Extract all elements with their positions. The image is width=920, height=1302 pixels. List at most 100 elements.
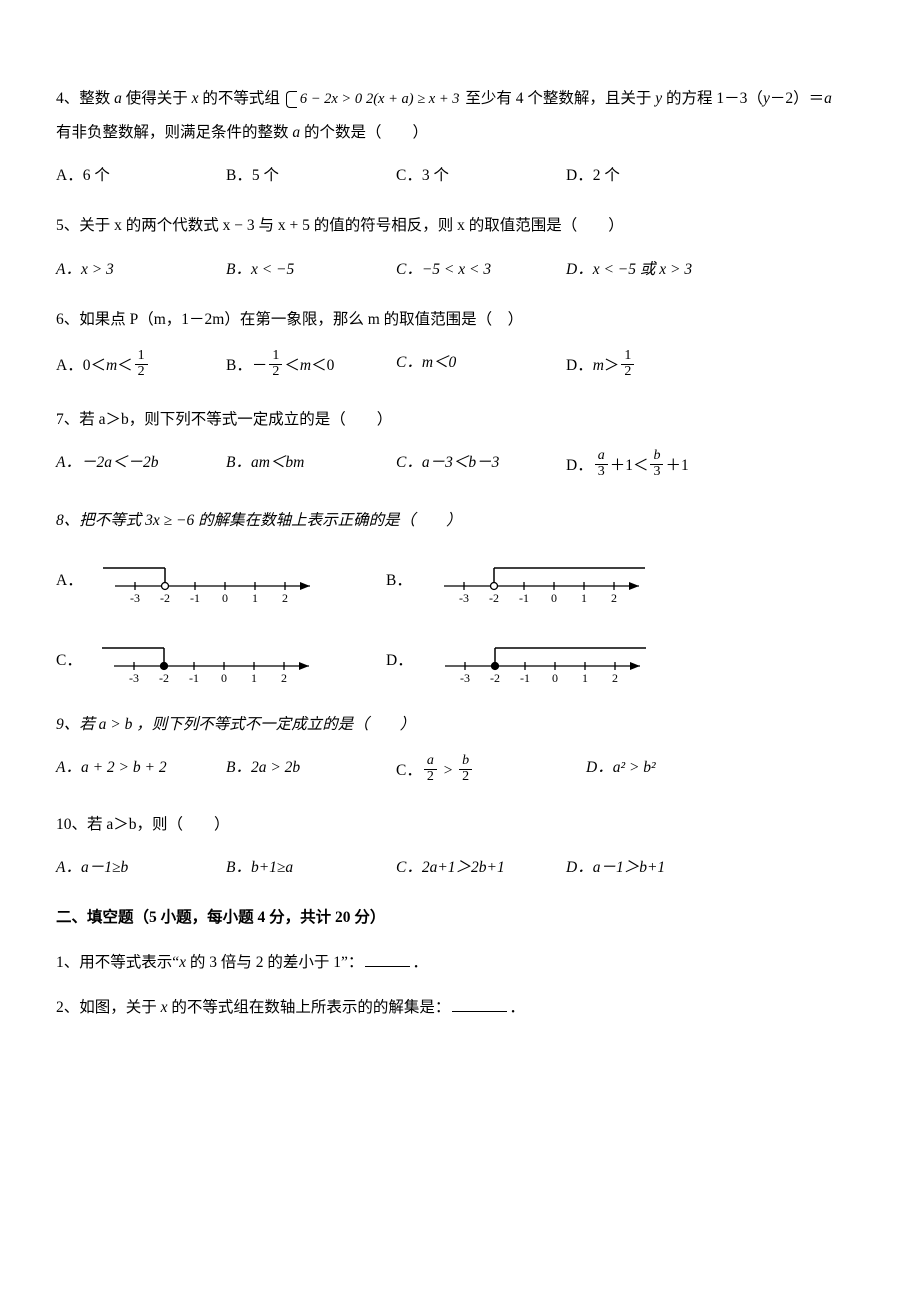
svg-text:2: 2 [281, 671, 287, 685]
q4-text: 有非负整数解，则满足条件的整数 [56, 124, 292, 141]
frac-d: 2 [269, 364, 282, 380]
frac-n: b [650, 449, 663, 464]
svg-text:-2: -2 [159, 671, 169, 685]
q9-options: A．a + 2 > b + 2 B．2a > 2b C．a2 > b2 D．a²… [56, 756, 864, 786]
f1-suf: ． [412, 954, 428, 971]
option-B[interactable]: B．am＜bm [226, 451, 396, 481]
option-B[interactable]: B．－12＜m＜0 [226, 351, 396, 381]
option-C[interactable]: C．m＜0 [396, 351, 566, 381]
fill-1: 1、用不等式表示“x 的 3 倍与 2 的差小于 1”：． [56, 951, 864, 974]
svg-text:1: 1 [581, 591, 587, 605]
opt-d-pre: D． [566, 357, 593, 374]
f2-mid: 的不等式组在数轴上所表示的的解集是： [168, 999, 451, 1016]
option-B[interactable]: B．5 个 [226, 164, 396, 187]
f2-suf: ． [509, 999, 525, 1016]
svg-text:2: 2 [282, 591, 288, 605]
option-B-label[interactable]: B． [386, 569, 412, 592]
blank-input[interactable] [452, 997, 507, 1012]
svg-text:1: 1 [582, 671, 588, 685]
f2-pre: 2、如图，关于 [56, 999, 161, 1016]
f1-var: x [179, 954, 186, 971]
option-D-label[interactable]: D． [386, 649, 413, 672]
svg-text:-2: -2 [490, 671, 500, 685]
opt-a-mid: ＜ [117, 357, 133, 374]
opt-d-pre: D． [566, 457, 593, 474]
opt-d-mid: ＋1＜ [610, 457, 649, 474]
frac-n: b [459, 754, 472, 769]
option-A[interactable]: A．－2a＜－2b [56, 451, 226, 481]
question-10: 10、若 a＞b，则（ ） A．a－1≥b B．b+1≥a C．2a+1＞2b+… [56, 808, 864, 879]
frac-d: 3 [595, 464, 608, 480]
blank-input[interactable] [365, 952, 410, 967]
b-over-3: b3 [650, 449, 663, 479]
opt-a-pre: A．0＜ [56, 357, 106, 374]
svg-text:1: 1 [252, 591, 258, 605]
option-C[interactable]: C．a2 > b2 [396, 756, 586, 786]
question-4: 4、整数 a 使得关于 x 的不等式组 6 − 2x > 0 2(x + a) … [56, 82, 864, 187]
question-9: 9、若 a > b ，则下列不等式不一定成立的是（ ） A．a + 2 > b … [56, 708, 864, 786]
q4-var-a: a [114, 90, 122, 107]
frac-n: 1 [269, 349, 282, 364]
numberline-C: -3-2-1012 [94, 636, 329, 686]
svg-text:-1: -1 [520, 671, 530, 685]
option-C[interactable]: C．−5 < x < 3 [396, 258, 566, 281]
svg-text:-1: -1 [519, 591, 529, 605]
question-8: 8、把不等式 3x ≥ −6 的解集在数轴上表示正确的是（ ） A． -3-2-… [56, 504, 864, 686]
opt-c-pre: C． [396, 762, 422, 779]
section-2-heading: 二、填空题（5 小题，每小题 4 分，共计 20 分） [56, 906, 864, 929]
option-A[interactable]: A．0＜m＜12 [56, 351, 226, 381]
option-A-label[interactable]: A． [56, 569, 83, 592]
b-over-2: b2 [459, 754, 472, 784]
option-D[interactable]: D．a3＋1＜b3＋1 [566, 451, 736, 481]
option-C[interactable]: C．3 个 [396, 164, 566, 187]
option-A[interactable]: A．a + 2 > b + 2 [56, 756, 226, 786]
opt-d-var: m [593, 357, 604, 374]
option-C[interactable]: C．a－3＜b－3 [396, 451, 566, 481]
svg-text:0: 0 [222, 591, 228, 605]
option-D[interactable]: D．a－1＞b+1 [566, 856, 736, 879]
q9-stem: 9、若 a > b ，则下列不等式不一定成立的是（ ） [56, 708, 864, 742]
numberline-A: -3-2-1012 [95, 556, 330, 606]
option-A[interactable]: A．a－1≥b [56, 856, 226, 879]
option-C[interactable]: C．2a+1＞2b+1 [396, 856, 566, 879]
opt-a-var: m [106, 357, 117, 374]
q4-sys-row2: 2(x + a) ≥ x + 3 [366, 91, 460, 107]
half-frac: 12 [621, 349, 634, 379]
option-D[interactable]: D．x < −5 或 x > 3 [566, 258, 736, 281]
q4-var-a2: a [824, 90, 832, 107]
option-D[interactable]: D．m＞12 [566, 351, 736, 381]
q4-options: A．6 个 B．5 个 C．3 个 D．2 个 [56, 164, 864, 187]
option-B[interactable]: B．2a > 2b [226, 756, 396, 786]
svg-text:-2: -2 [160, 591, 170, 605]
option-B[interactable]: B．b+1≥a [226, 856, 396, 879]
opt-d-suf: ＋1 [665, 457, 688, 474]
svg-text:0: 0 [221, 671, 227, 685]
frac-d: 2 [424, 769, 437, 785]
q4-system: 6 − 2x > 0 2(x + a) ≥ x + 3 [286, 89, 460, 109]
frac-n: 1 [135, 349, 148, 364]
q5-options: A．x > 3 B．x < −5 C．−5 < x < 3 D．x < −5 或… [56, 258, 864, 281]
option-A[interactable]: A．x > 3 [56, 258, 226, 281]
option-B[interactable]: B．x < −5 [226, 258, 396, 281]
option-A[interactable]: A．6 个 [56, 164, 226, 187]
fill-2: 2、如图，关于 x 的不等式组在数轴上所表示的的解集是： ． [56, 996, 864, 1019]
frac-n: a [424, 754, 437, 769]
frac-n: a [595, 449, 608, 464]
q4-text: 4、整数 [56, 90, 114, 107]
question-6: 6、如果点 P（m，1－2m）在第一象限，那么 m 的取值范围是（ ） A．0＜… [56, 303, 864, 381]
half-frac: 12 [135, 349, 148, 379]
frac-d: 2 [621, 364, 634, 380]
f2-var: x [161, 999, 168, 1016]
svg-text:1: 1 [251, 671, 257, 685]
option-C-label[interactable]: C． [56, 649, 82, 672]
option-D[interactable]: D．a² > b² [586, 756, 756, 786]
svg-text:-2: -2 [489, 591, 499, 605]
frac-n: 1 [621, 349, 634, 364]
svg-text:-3: -3 [459, 591, 469, 605]
q4-var-y2: y [763, 90, 770, 107]
svg-text:-3: -3 [460, 671, 470, 685]
option-D[interactable]: D．2 个 [566, 164, 736, 187]
q6-stem: 6、如果点 P（m，1－2m）在第一象限，那么 m 的取值范围是（ ） [56, 303, 864, 337]
frac-d: 2 [459, 769, 472, 785]
svg-text:2: 2 [612, 671, 618, 685]
